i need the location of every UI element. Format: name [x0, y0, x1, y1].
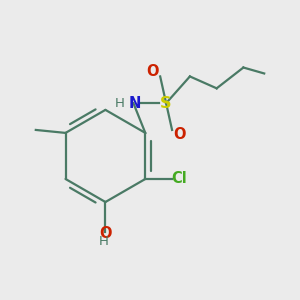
Text: S: S [160, 96, 172, 111]
Text: O: O [173, 127, 186, 142]
Text: H: H [99, 235, 109, 248]
Text: H: H [115, 97, 125, 110]
Text: Cl: Cl [172, 172, 188, 187]
Text: O: O [99, 226, 112, 241]
Text: O: O [146, 64, 159, 80]
Text: N: N [129, 96, 141, 111]
